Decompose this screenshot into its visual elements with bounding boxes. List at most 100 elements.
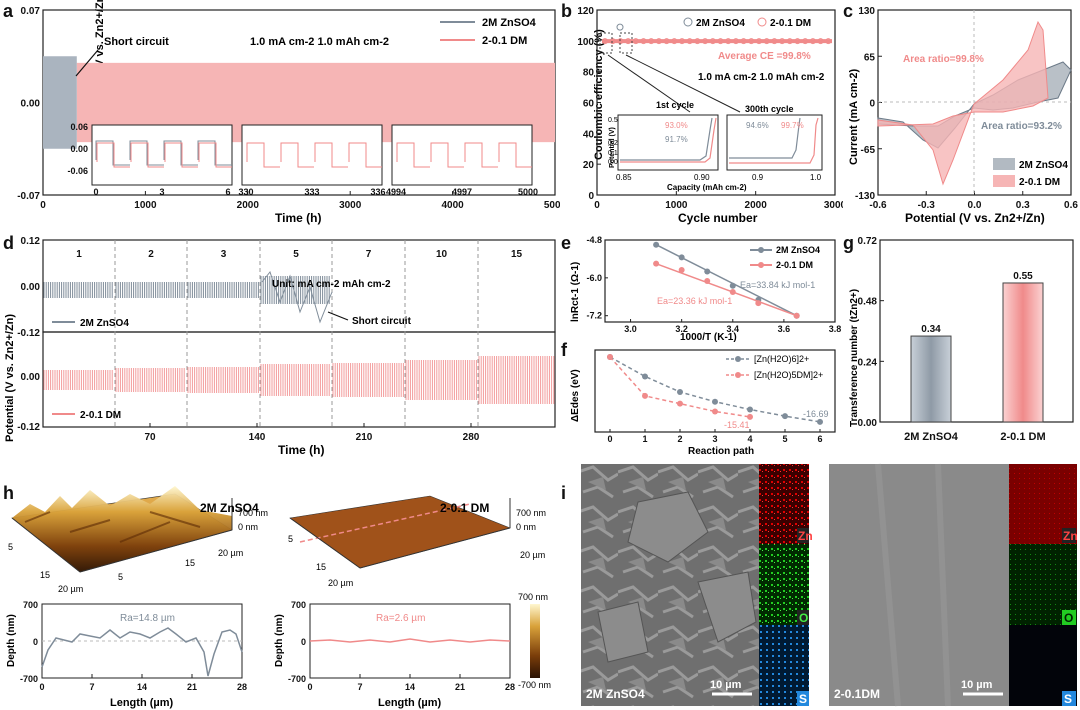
- legend-b-0: 2M ZnSO4: [696, 18, 745, 29]
- panel-label-e: e: [561, 233, 572, 253]
- xtick-b-1: 1000: [665, 200, 688, 211]
- bar-g-0: [910, 335, 952, 423]
- xtick-d-2: 210: [356, 432, 373, 443]
- axes-e: [604, 239, 836, 323]
- point-e-1-3: [729, 289, 736, 296]
- legend-c-0: 2M ZnSO4: [1019, 160, 1068, 171]
- eds-label-s-1: S: [1064, 692, 1072, 706]
- point-b-19: [748, 38, 755, 45]
- inset-a-2-xtick-2: 5000: [518, 187, 538, 197]
- panel-label-b: b: [561, 1, 572, 21]
- legend-e-1: 2-0.1 DM: [776, 260, 813, 270]
- annotation-c300-b: 300th cycle: [745, 104, 794, 114]
- xtick-f-2: 2: [677, 434, 682, 444]
- xtick-a-3: 3000: [339, 200, 362, 211]
- point-b-6: [648, 38, 655, 45]
- annotation-f-g: -16.69: [803, 409, 829, 419]
- inset-a-curve-gray: [95, 140, 232, 166]
- xtick-h-0-0: 0: [39, 682, 44, 692]
- arrow-short-a: [75, 49, 99, 77]
- point-b-16: [725, 38, 732, 45]
- annotation-short-d: Short circuit: [352, 316, 412, 327]
- ytick-a-0: 0.07: [21, 6, 41, 17]
- legend-d-bottom: 2-0.1 DM: [52, 410, 121, 421]
- inset-a-1: [241, 124, 383, 186]
- point-f-1-4: [747, 413, 753, 420]
- ytick-b-3: 60: [583, 99, 595, 110]
- ytick-h-1-1: 0: [301, 637, 306, 647]
- inset-a-0-xtick-0: 0: [93, 187, 98, 197]
- panel-h: 2M ZnSO4 700 nm 0 nm 5 15 20 µm 5 15 20 …: [6, 486, 551, 709]
- inset-b-p1: 93.0%: [665, 121, 688, 130]
- series-d-dm-1: [115, 368, 185, 392]
- chart-e: lnRct-1 (Ω-1) 3.0 3.2 3.4 3.6 3.8 -4.8 -6.0 -7.…: [570, 235, 841, 342]
- xtick-f-6: 6: [817, 434, 822, 444]
- series-d-dm-4: [332, 363, 404, 397]
- afm-axis-0c: 15: [40, 570, 50, 580]
- point-e-1-4: [755, 300, 762, 307]
- inset-a-curve-pink-2: [396, 142, 532, 168]
- point-b-11: [686, 38, 693, 45]
- rate-d-3: 5: [293, 249, 299, 260]
- rate-d-1: 2: [148, 249, 154, 260]
- ylabel-f: ΔEdes (eV): [570, 369, 581, 422]
- afm-title-0: 2M ZnSO4: [200, 501, 259, 515]
- point-f-0-1: [642, 373, 648, 380]
- afm-axis-1c: 15: [316, 562, 326, 572]
- point-f-0-6: [817, 418, 823, 425]
- ylabel-g: Transference number (tZn2+): [849, 289, 860, 427]
- xtick-f-0: 0: [607, 434, 612, 444]
- rate-d-2: 3: [221, 249, 227, 260]
- point-e-0-2: [704, 268, 711, 275]
- xtick-c-2: 0.0: [968, 200, 982, 211]
- legend-b-1: 2-0.1 DM: [770, 18, 811, 29]
- afm-axis-1d: 20 µm: [328, 578, 353, 588]
- afm-surface-zns: [11, 486, 233, 573]
- point-f-0-4: [747, 406, 753, 413]
- inset-a-0: [91, 124, 233, 186]
- ytick-g-0: 0.00: [858, 418, 878, 429]
- caption-i-0: 2M ZnSO4: [586, 687, 645, 701]
- rate-d-6: 15: [511, 249, 523, 260]
- annotation-avg-b: Average CE =99.8%: [718, 51, 811, 62]
- ytick-d-bot-1: -0.12: [17, 422, 40, 433]
- ytick-a-1: 0.00: [21, 99, 41, 110]
- point-b-28: [817, 38, 824, 45]
- eds-label-zn-0: Zn: [798, 529, 813, 543]
- inset-b-ytick-1: 0.2: [608, 140, 618, 147]
- xtick-b-0: 0: [594, 200, 600, 211]
- point-b-0: [602, 38, 608, 45]
- afm-title-1: 2-0.1 DM: [440, 501, 489, 515]
- annotation-c-p: Area ratio=99.8%: [903, 54, 984, 65]
- series-d-zns-2: [187, 282, 259, 298]
- scale-i-1: 10 µm: [961, 679, 993, 691]
- afm-axis-0f: 15: [185, 558, 195, 568]
- xtick-a-5: 5000: [544, 200, 560, 211]
- ytick-b-1: 20: [583, 160, 595, 171]
- xtick-h-0-3: 21: [187, 682, 197, 692]
- inset-a-2: [391, 124, 533, 186]
- point-b-zns: [616, 23, 624, 31]
- point-b-17: [732, 38, 739, 45]
- inset-b-ytick-3: 0.0: [608, 159, 618, 166]
- afm-ztick-0b: 0 nm: [238, 522, 258, 532]
- ytick-e-1: -6.0: [586, 273, 602, 283]
- point-f-0-3: [712, 398, 718, 405]
- colorbar-top: 700 nm: [518, 592, 548, 602]
- point-b-25: [794, 38, 801, 45]
- xtick-a-2: 2000: [237, 200, 260, 211]
- ytick-h-0-2: -700: [20, 674, 38, 684]
- point-b-3: [625, 38, 632, 45]
- point-b-26: [802, 38, 809, 45]
- eds-label-zn-1: Zn: [1063, 529, 1078, 543]
- inset-b-xlabel: Capacity (mAh cm-2): [667, 183, 747, 192]
- ytick-h-0-0: 700: [23, 600, 38, 610]
- point-f-1-3: [712, 408, 718, 415]
- point-b-21: [763, 38, 770, 45]
- panel-label-h: h: [3, 483, 14, 503]
- afm-ztick-1b: 0 nm: [516, 522, 536, 532]
- bar-label-g-0: 0.34: [921, 324, 941, 335]
- scale-i-0: 10 µm: [710, 679, 742, 691]
- xtick-f-1: 1: [642, 434, 647, 444]
- point-b-13: [702, 38, 709, 45]
